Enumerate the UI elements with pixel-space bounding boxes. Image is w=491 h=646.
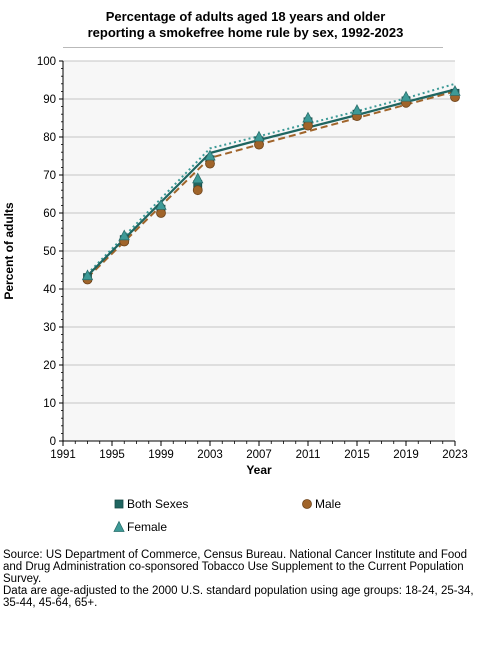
x-tick-label: 2023 [442, 449, 468, 461]
x-axis-title: Year [246, 463, 272, 477]
data-point-female [351, 104, 363, 115]
y-tick-label: 20 [43, 360, 56, 372]
x-tick-label: 1999 [148, 449, 174, 461]
x-tick-label: 2003 [197, 449, 223, 461]
square-marker-icon [114, 499, 124, 509]
data-point-female [118, 229, 130, 241]
y-tick-label: 40 [43, 284, 56, 296]
source-note: Source: US Department of Commerce, Censu… [3, 549, 468, 585]
x-tick-label: 2011 [296, 449, 321, 461]
data-point-female [253, 130, 265, 142]
legend-label-female: Female [127, 520, 168, 534]
chart-title: Percentage of adults aged 18 years and o… [0, 9, 491, 41]
x-tick-label: 2019 [393, 449, 419, 461]
x-tick-label: 1995 [99, 449, 125, 461]
data-point-female [400, 90, 412, 102]
legend-label-both-sexes: Both Sexes [127, 497, 189, 511]
y-tick-label: 70 [43, 170, 56, 182]
legend-label-male: Male [315, 497, 342, 511]
title-divider [63, 47, 443, 48]
data-point-female [192, 172, 204, 184]
grid-lines [63, 60, 455, 404]
x-tick-label: 2007 [246, 449, 272, 461]
data-point-male [303, 120, 313, 131]
y-tick-label: 60 [43, 208, 56, 220]
x-tick-label: 1991 [50, 449, 76, 461]
line-chart: 0 10 20 30 40 50 60 70 80 90 100 1991 1995 1999 2003 20… [2, 56, 468, 477]
axes: 0 10 20 30 40 50 60 70 80 90 100 1991 1995 1999 2003 20… [37, 56, 468, 461]
data-point-male [156, 208, 166, 218]
footnote: Source: US Department of Commerce, Censu… [3, 549, 489, 609]
y-tick-label: 30 [43, 322, 56, 334]
y-tick-label: 0 [50, 436, 56, 448]
data-point-female [449, 85, 461, 96]
data-point-male [192, 185, 203, 196]
y-tick-label: 50 [43, 246, 56, 258]
chart-title-line-1: Percentage of adults aged 18 years and o… [105, 9, 386, 24]
y-axis-title: Percent of adults [2, 202, 16, 300]
legend-item-male: Male [301, 497, 381, 511]
data-points [81, 85, 461, 285]
legend-item-both-sexes: Both Sexes [113, 497, 233, 511]
x-tick-label: 2015 [344, 449, 370, 461]
y-tick-label: 90 [43, 94, 56, 106]
methodology-note: Data are age-adjusted to the 2000 U.S. s… [3, 585, 474, 609]
data-point-female [204, 149, 216, 161]
y-tick-label: 100 [37, 56, 56, 68]
circle-marker-icon [302, 499, 312, 509]
y-tick-label: 10 [43, 398, 56, 410]
legend-item-female: Female [113, 520, 193, 534]
data-point-female [155, 199, 167, 210]
triangle-marker-icon [113, 520, 125, 532]
data-point-male [254, 139, 264, 150]
chart-title-line-2: reporting a smokefree home rule by sex, … [87, 25, 404, 40]
y-tick-label: 80 [43, 132, 56, 144]
data-point-male [205, 158, 215, 169]
data-point-female [302, 111, 314, 123]
data-point-female [81, 269, 94, 281]
